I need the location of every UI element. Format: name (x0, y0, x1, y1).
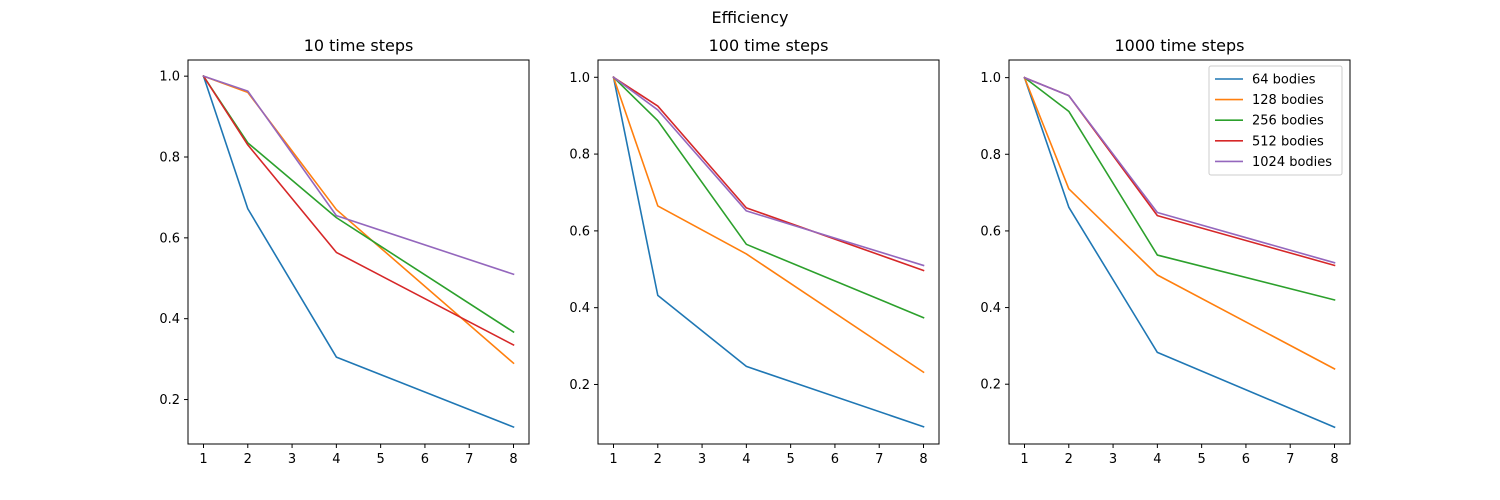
chart-panel-1: 10 time steps 1 2 3 4 5 6 7 8 0.2 0.4 0.6 0.8 1.0 (159, 36, 530, 467)
x-tick-label: 3 (1109, 452, 1117, 467)
y-tick-label: 0.6 (980, 224, 1001, 239)
x-tick-label: 7 (875, 452, 883, 467)
y-tick-label: 0.8 (569, 148, 590, 163)
series-line-64-bodies (612, 76, 925, 428)
series-line-64-bodies (202, 75, 515, 429)
series-line-512-bodies (202, 75, 515, 347)
x-tick-label: 7 (465, 452, 473, 467)
legend-entry-label: 64 bodies (1252, 73, 1316, 88)
y-tick-label: 1.0 (569, 71, 590, 86)
legend: 64 bodies 128 bodies 256 bodies 512 bodies 1… (1208, 65, 1343, 176)
x-tick-label: 6 (421, 452, 429, 467)
x-tick-label: 5 (377, 452, 385, 467)
legend-entry-label: 1024 bodies (1252, 155, 1332, 170)
series-line-1024-bodies (1023, 76, 1336, 264)
x-tick-label: 3 (698, 452, 706, 467)
y-tick-label: 0.2 (159, 393, 180, 408)
series-line-128-bodies (1023, 76, 1336, 370)
x-tick-label: 2 (654, 452, 662, 467)
series-line-256-bodies (1023, 76, 1336, 301)
x-tick-label: 2 (1065, 452, 1073, 467)
series-line-256-bodies (612, 76, 925, 319)
x-tick-label: 1 (609, 452, 617, 467)
axes-frame (1008, 59, 1351, 445)
panel-title: 100 time steps (709, 36, 829, 55)
y-tick-label: 0.8 (980, 148, 1001, 163)
figure-title: Efficiency (711, 8, 788, 27)
y-tick-label: 1.0 (980, 71, 1001, 86)
x-tick-label: 6 (1242, 452, 1250, 467)
y-tick-label: 0.2 (569, 378, 590, 393)
y-tick-label: 0.2 (980, 378, 1001, 393)
series-line-1024-bodies (612, 76, 925, 267)
series-line-64-bodies (1023, 76, 1336, 429)
y-tick-label: 0.6 (159, 231, 180, 246)
x-tick-label: 7 (1286, 452, 1294, 467)
legend-entry-label: 512 bodies (1252, 134, 1324, 149)
chart-panel-2: 100 time steps 1 2 3 4 5 6 7 8 0.2 0.4 0.6 0.8 1.0 (569, 36, 940, 467)
y-tick-label: 0.4 (980, 301, 1001, 316)
axes-frame (187, 59, 530, 445)
panel-title: 1000 time steps (1115, 36, 1245, 55)
chart-panel-3: 1000 time steps 1 2 3 4 5 6 7 8 0.2 0.4 0.6 0.8 1.0 64… (980, 36, 1351, 467)
series-line-1024-bodies (202, 75, 515, 276)
x-tick-label: 2 (244, 452, 252, 467)
x-tick-label: 5 (787, 452, 795, 467)
x-tick-label: 5 (1198, 452, 1206, 467)
y-tick-label: 0.4 (159, 312, 180, 327)
x-tick-label: 8 (919, 452, 927, 467)
y-tick-label: 0.4 (569, 301, 590, 316)
x-tick-label: 3 (288, 452, 296, 467)
legend-box (1208, 65, 1343, 176)
y-tick-label: 0.8 (159, 151, 180, 166)
axes-frame (597, 59, 940, 445)
x-tick-label: 4 (332, 452, 340, 467)
legend-entry-label: 128 bodies (1252, 93, 1324, 108)
x-tick-label: 6 (831, 452, 839, 467)
x-tick-label: 8 (509, 452, 517, 467)
x-tick-label: 8 (1330, 452, 1338, 467)
x-tick-label: 4 (742, 452, 750, 467)
series-line-128-bodies (612, 76, 925, 374)
y-tick-label: 1.0 (159, 70, 180, 85)
x-tick-label: 1 (199, 452, 207, 467)
y-tick-label: 0.6 (569, 224, 590, 239)
x-tick-label: 4 (1153, 452, 1161, 467)
series-line-512-bodies (612, 76, 925, 272)
legend-entry-label: 256 bodies (1252, 114, 1324, 129)
x-tick-label: 1 (1020, 452, 1028, 467)
panel-title: 10 time steps (304, 36, 414, 55)
